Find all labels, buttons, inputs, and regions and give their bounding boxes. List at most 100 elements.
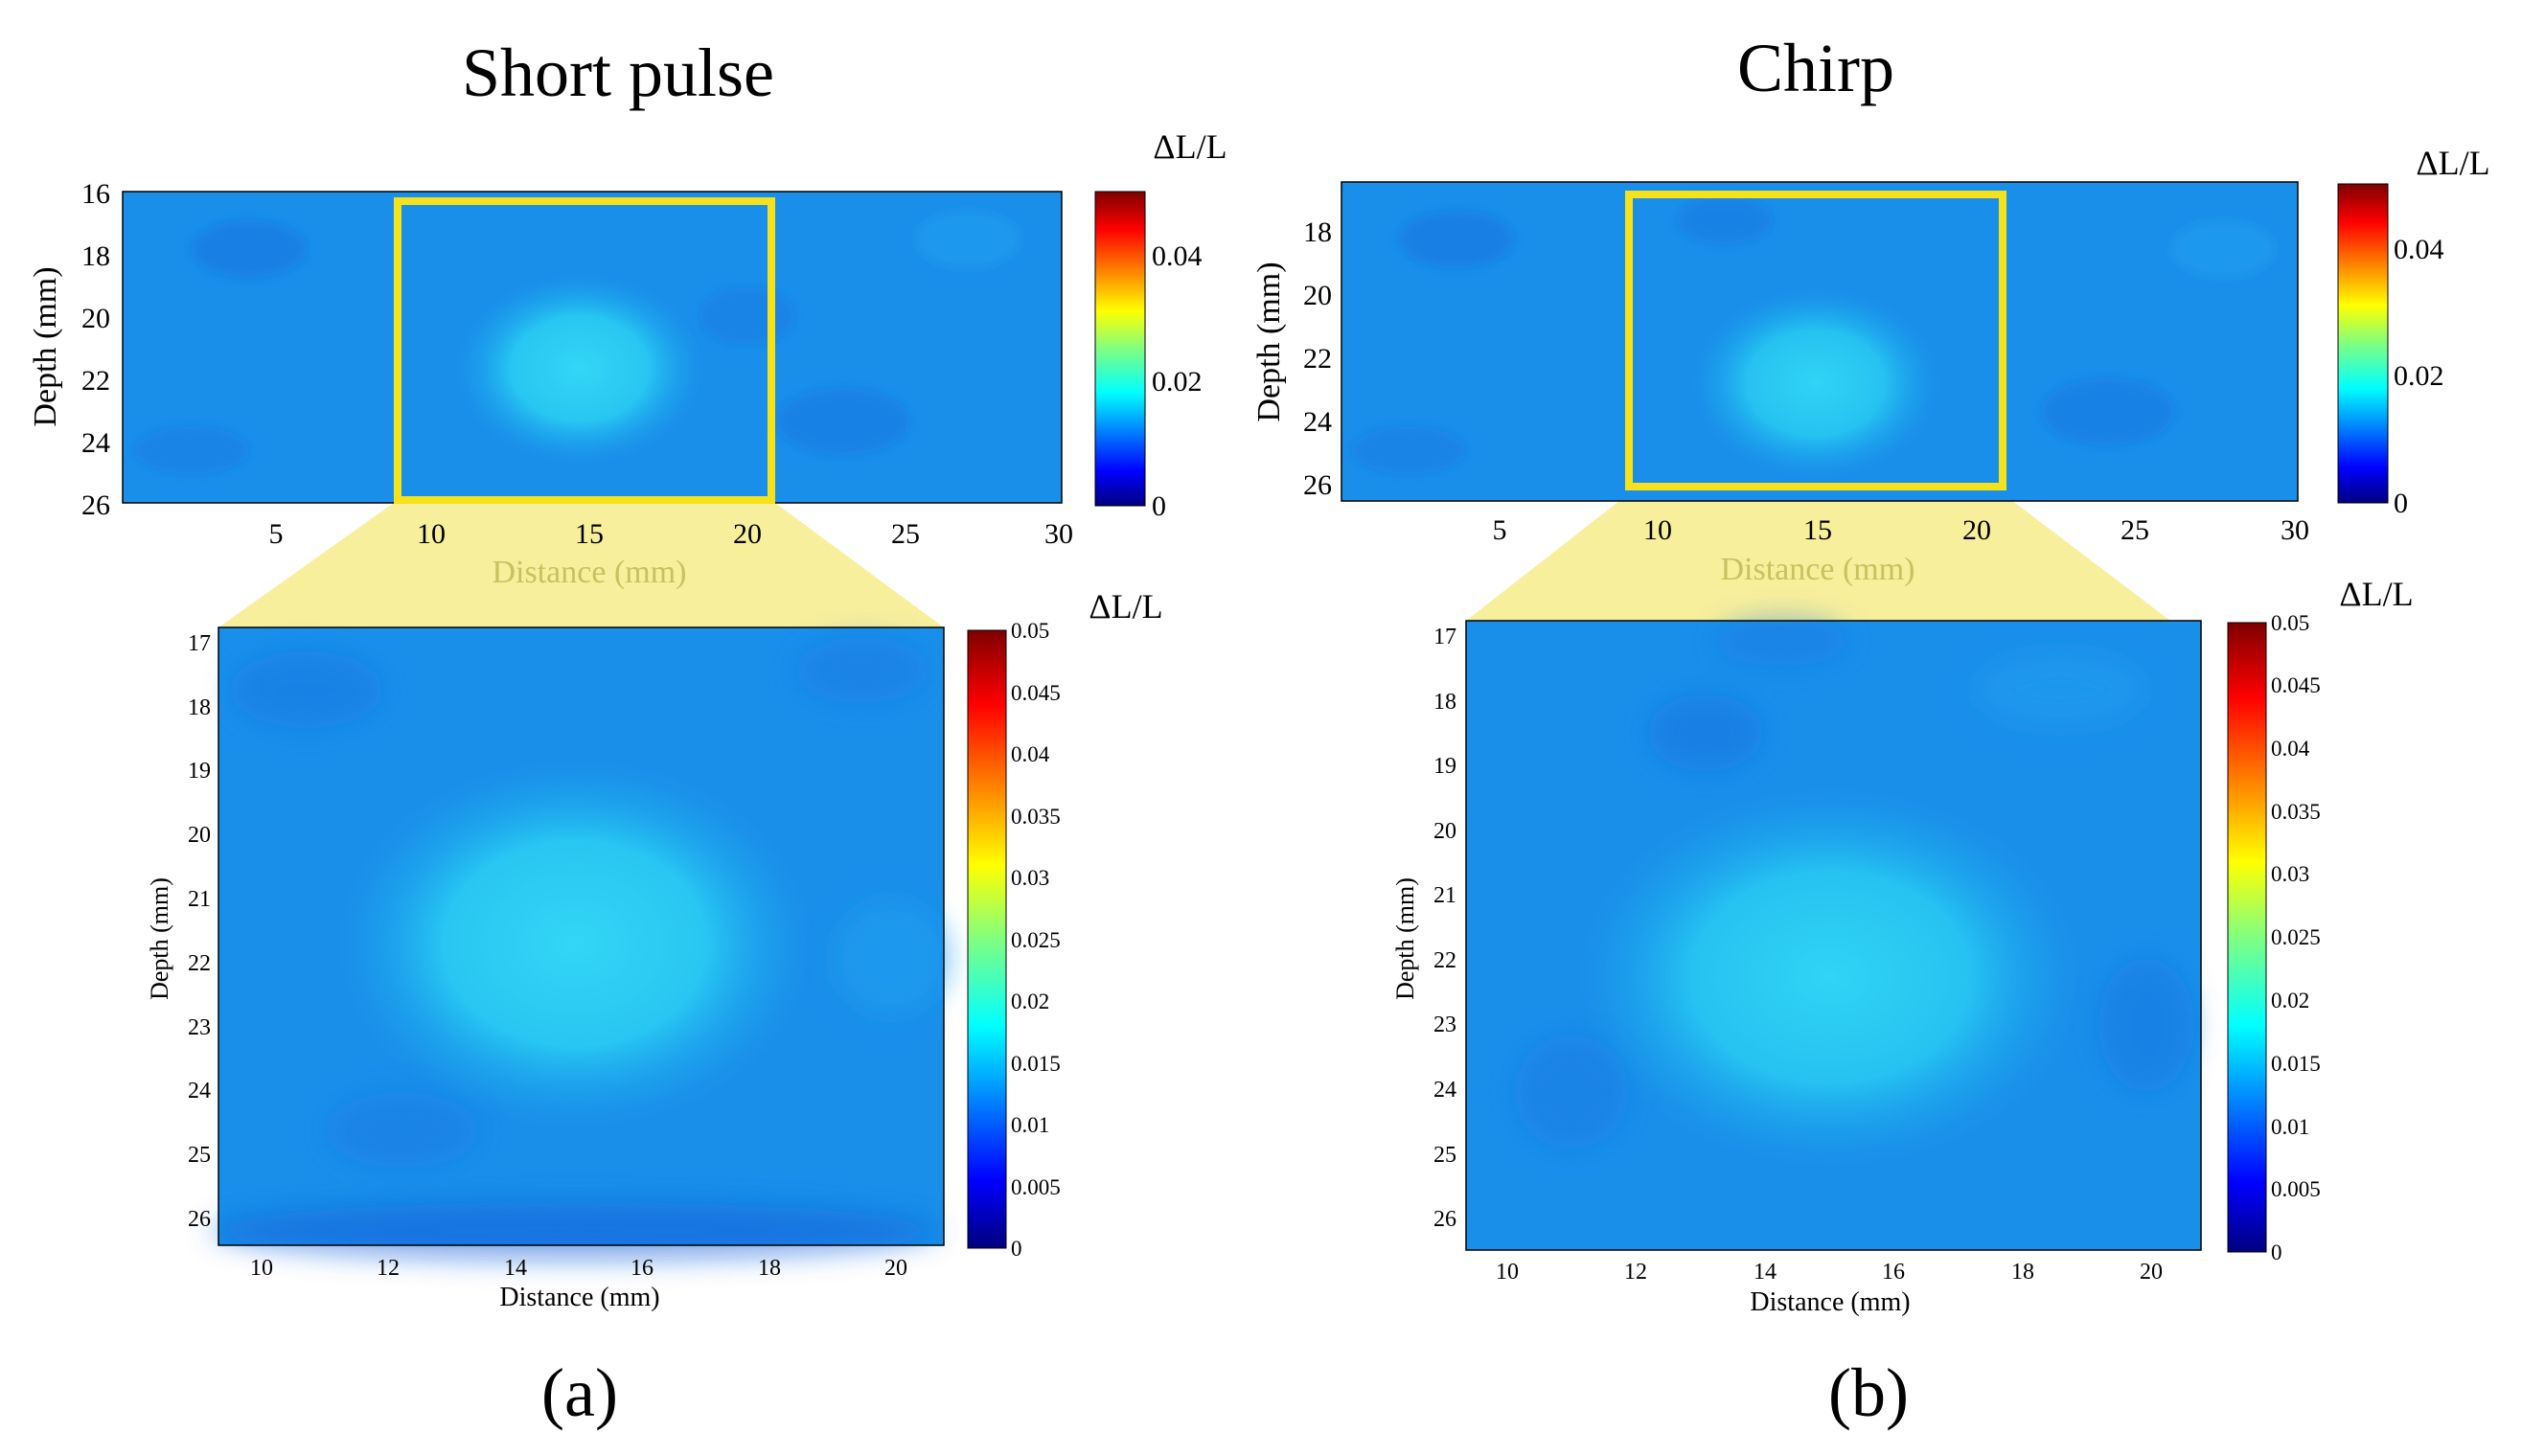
x-tick-label: 14 [1754, 1260, 1777, 1285]
panel-b-top-ylabel: Depth (mm) [1251, 262, 1287, 421]
colorbar-tick-label: 0.05 [2271, 611, 2309, 635]
y-tick-label: 22 [188, 951, 211, 976]
colorbar-tick-label: 0.03 [2271, 862, 2309, 886]
panel-a-top-xlabel: Distance (mm) [493, 555, 687, 590]
y-tick-label: 24 [188, 1079, 211, 1103]
colorbar-tick-label: 0.045 [1011, 681, 1061, 705]
x-tick-label: 5 [1493, 514, 1507, 546]
panel-b-zoom-colorbar: ΔL/L 0 0.005 0.01 0.015 0.02 0.025 0.03 … [2227, 575, 2414, 1264]
y-tick-label: 18 [1303, 216, 1332, 248]
colorbar-tick-label: 0 [2271, 1240, 2282, 1264]
y-tick-label: 20 [188, 823, 211, 848]
colorbar-tick-label: 0.05 [1011, 619, 1049, 643]
panel-a-top-map-inclusion [455, 273, 704, 465]
colorbar-tick-label: 0.01 [2271, 1115, 2309, 1139]
colorbar-tick-label: 0 [2394, 488, 2408, 519]
panel-a-zoom-xlabel: Distance (mm) [499, 1283, 659, 1312]
x-tick-label: 15 [1803, 514, 1832, 546]
y-tick-label: 22 [1303, 343, 1332, 375]
x-tick-label: 30 [2281, 514, 2309, 546]
y-tick-label: 24 [1433, 1078, 1456, 1103]
colorbar-tick-label: 0.015 [1011, 1052, 1061, 1076]
y-tick-label: 17 [1433, 625, 1456, 649]
colorbar-tick-label: 0.02 [1011, 990, 1049, 1013]
panel-b-top-xticks: 5 10 15 20 25 30 [1493, 514, 2310, 546]
x-tick-label: 10 [1496, 1260, 1519, 1285]
x-tick-label: 15 [575, 518, 604, 550]
panel-a-top-xticks: 5 10 15 20 25 30 [269, 518, 1074, 550]
panel-a: Short pulse 16 18 20 22 24 26 [28, 34, 1227, 1431]
colorbar-title: ΔL/L [2339, 575, 2413, 613]
colorbar-tick-label: 0.03 [1011, 866, 1049, 890]
x-tick-label: 18 [758, 1256, 781, 1281]
x-tick-label: 30 [1044, 518, 1073, 550]
panel-a-caption: (a) [541, 1354, 618, 1431]
x-tick-label: 25 [2121, 514, 2149, 546]
y-tick-label: 23 [1433, 1012, 1456, 1037]
y-tick-label: 25 [188, 1143, 211, 1168]
y-tick-label: 26 [81, 489, 110, 521]
panel-b-zoom-fan [1466, 493, 2170, 621]
panel-b-top-xlabel: Distance (mm) [1721, 552, 1915, 587]
panel-b-zoom-map-frame [1465, 620, 2202, 1251]
y-tick-label: 17 [188, 631, 211, 656]
x-tick-label: 10 [417, 518, 446, 550]
panel-b-top-yticks: 18 20 22 24 26 [1303, 216, 1332, 501]
y-tick-label: 23 [188, 1015, 211, 1040]
y-tick-label: 22 [1433, 948, 1456, 973]
x-tick-label: 20 [733, 518, 762, 550]
colorbar-tick-label: 0.02 [1152, 366, 1203, 398]
colorbar-tick-label: 0.04 [2394, 234, 2444, 265]
panel-b-zoom-map-texture [1514, 618, 2194, 1149]
colorbar-tick-label: 0.02 [2271, 989, 2309, 1012]
colorbar-tick-label: 0.02 [2394, 360, 2444, 392]
colorbar-tick-label: 0 [1152, 490, 1166, 522]
y-tick-label: 21 [1433, 883, 1456, 908]
colorbar-tick-label: 0.005 [1011, 1175, 1061, 1199]
colorbar-tick-label: 0.025 [2271, 925, 2321, 949]
panel-a-top-ylabel: Depth (mm) [28, 266, 63, 426]
colorbar-tick-label: 0.005 [2271, 1177, 2321, 1201]
panel-b-top-map-inclusion [1691, 287, 1940, 479]
x-tick-label: 16 [1882, 1260, 1905, 1285]
panel-b-top-map-texture [1351, 196, 2276, 474]
colorbar-tick-label: 0.025 [1011, 928, 1061, 952]
x-tick-label: 10 [1643, 514, 1672, 546]
y-tick-label: 20 [1433, 819, 1456, 844]
y-tick-label: 26 [188, 1207, 211, 1232]
colorbar-tick-label: 0.04 [1152, 240, 1203, 272]
x-tick-label: 12 [1624, 1260, 1647, 1285]
colorbar-title: ΔL/L [1153, 127, 1227, 166]
panel-b-zoom-yticks: 17 18 19 20 21 22 23 24 25 26 [1433, 625, 1456, 1232]
panel-b-top-map-frame [1341, 181, 2299, 502]
panel-b-top-map: 18 20 22 24 26 5 10 15 20 25 30 Distance… [1251, 144, 2490, 587]
panel-b-zoom-xlabel: Distance (mm) [1750, 1287, 1910, 1317]
colorbar-tick-label: 0 [1011, 1237, 1022, 1261]
x-tick-label: 10 [250, 1256, 273, 1281]
colorbar-tick-label: 0.01 [1011, 1113, 1049, 1137]
panel-a-zoom-colorbar: ΔL/L 0 0.005 0.01 0.015 0.02 0.025 0.03 … [967, 587, 1163, 1261]
colorbar-title: ΔL/L [1089, 587, 1162, 626]
panel-a-highlight-box [394, 197, 775, 504]
x-tick-label: 20 [2140, 1260, 2163, 1285]
panel-b-highlight-box [1625, 191, 2006, 490]
x-tick-label: 25 [891, 518, 920, 550]
panel-a-zoom-map-inclusion [335, 757, 814, 1130]
colorbar-tick-label: 0.035 [2271, 800, 2321, 824]
panel-a-top-yticks: 16 18 20 22 24 26 [81, 178, 110, 521]
colorbar-tick-label: 0.045 [2271, 673, 2321, 697]
colorbar [2227, 622, 2267, 1253]
y-tick-label: 26 [1303, 469, 1332, 501]
colorbar-tick-label: 0.04 [2271, 737, 2310, 761]
panel-a-zoom-ylabel: Depth (mm) [146, 877, 173, 1000]
panel-a-top-colorbar: ΔL/L 0 0.02 0.04 [1094, 127, 1227, 522]
y-tick-label: 20 [81, 303, 110, 334]
y-tick-label: 19 [188, 759, 211, 784]
panel-b-top-colorbar: ΔL/L 0 0.02 0.04 [2337, 144, 2490, 519]
panel-b-caption: (b) [1828, 1354, 1909, 1431]
panel-b-title: Chirp [1737, 30, 1894, 106]
x-tick-label: 18 [2011, 1260, 2034, 1285]
x-tick-label: 5 [269, 518, 284, 550]
y-tick-label: 21 [188, 887, 211, 912]
colorbar-title: ΔL/L [2416, 144, 2489, 182]
